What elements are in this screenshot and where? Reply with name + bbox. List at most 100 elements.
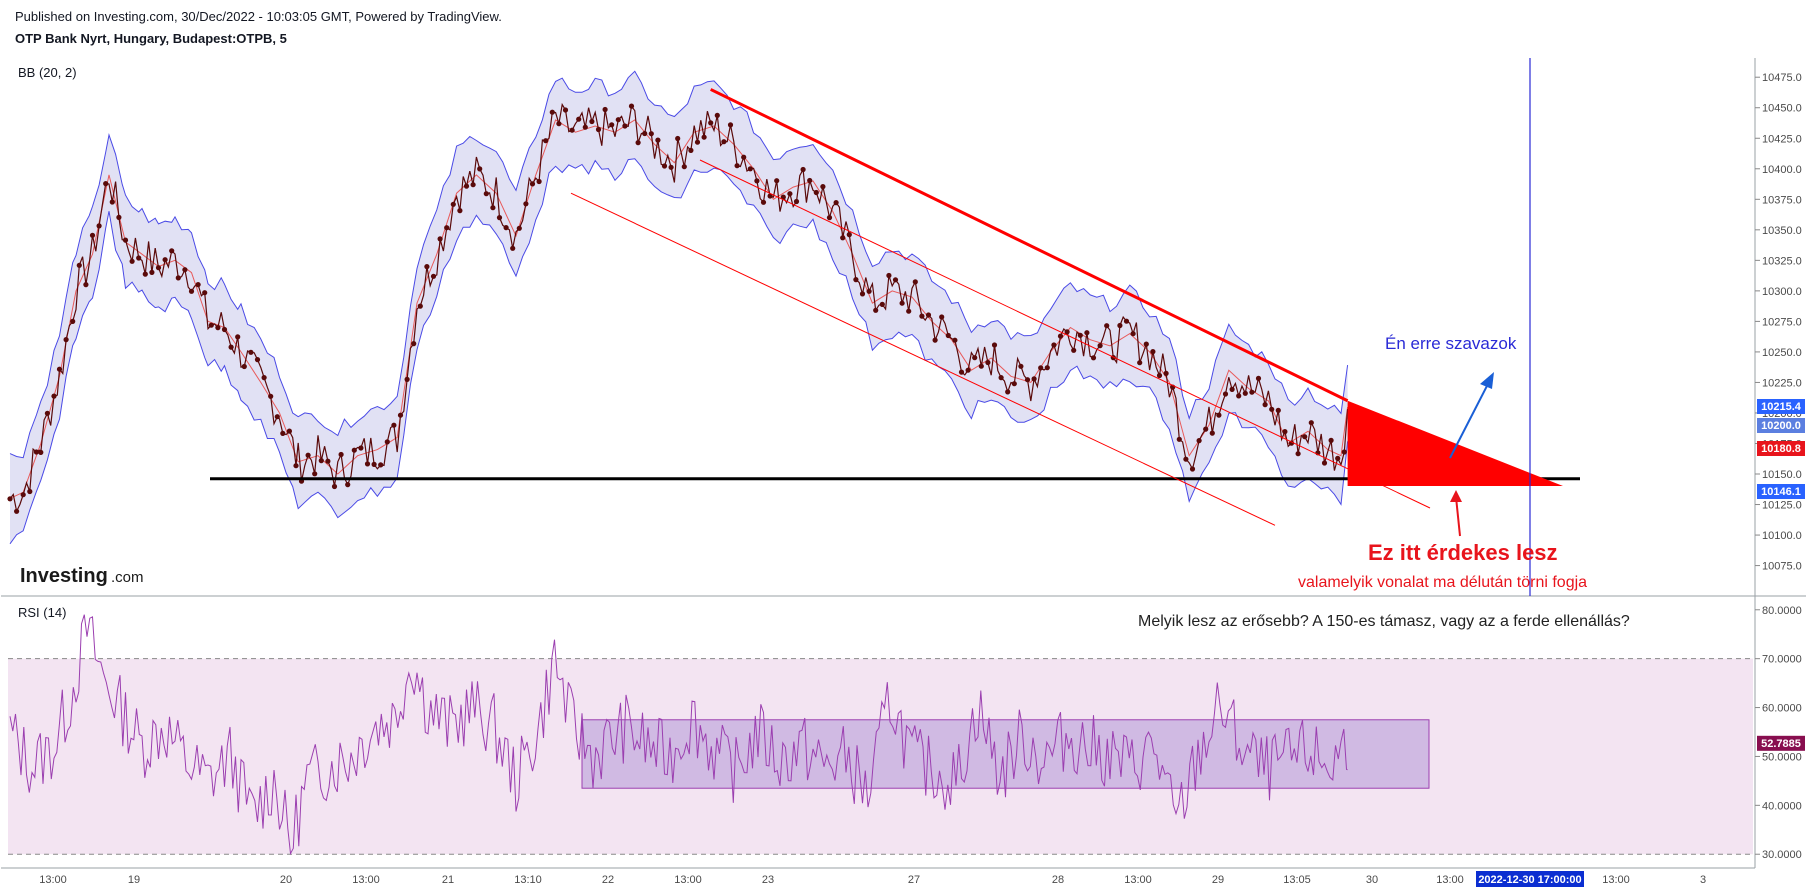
bb-indicator-label: BB (20, 2) <box>18 65 77 80</box>
price-badge-label: 10215.4 <box>1761 401 1802 413</box>
price-point <box>1044 365 1050 371</box>
price-point <box>89 232 96 238</box>
price-point <box>767 193 773 199</box>
price-point <box>945 332 951 339</box>
price-point <box>1209 430 1215 436</box>
price-point <box>694 139 701 145</box>
price-point <box>384 439 390 445</box>
logo-suffix-text: .com <box>111 569 144 586</box>
price-point <box>708 120 714 126</box>
price-point <box>1018 363 1024 369</box>
price-point <box>562 107 569 113</box>
price-point <box>56 366 63 372</box>
price-point <box>543 138 549 144</box>
price-point <box>215 325 221 331</box>
price-point <box>873 307 879 313</box>
price-point <box>33 449 40 455</box>
investing-logo: Investing .com <box>20 565 144 587</box>
price-point <box>20 492 26 498</box>
price-point <box>985 359 991 366</box>
rsi-indicator-label: RSI (14) <box>18 605 66 620</box>
rsi-line <box>9 614 1348 856</box>
price-point <box>1203 426 1209 432</box>
price-point <box>1005 389 1011 395</box>
price-point <box>391 422 397 428</box>
price-point <box>136 255 142 261</box>
axes: 10475.0 10450.0 10425.0 10400.0 10375.0 10350… <box>39 72 1805 887</box>
time-tick-label: 19 <box>128 874 140 886</box>
price-point <box>826 215 833 221</box>
price-point <box>1104 323 1110 329</box>
price-point <box>846 232 852 238</box>
rsi-badge-label: 52.7885 <box>1761 738 1801 750</box>
price-point <box>351 447 357 453</box>
wedge-triangle <box>1347 400 1563 486</box>
price-point <box>1117 322 1123 329</box>
time-tick-label: 13:05 <box>1283 874 1311 886</box>
price-point <box>1077 332 1083 338</box>
price-point <box>609 122 615 128</box>
price-point <box>1302 434 1308 440</box>
annotation-question: Melyik lesz az erősebb? A 150-es támasz,… <box>1138 613 1630 630</box>
price-point <box>754 178 760 184</box>
price-point <box>879 301 885 307</box>
published-note: Published on Investing.com, 30/Dec/2022 … <box>15 9 502 24</box>
price-point <box>602 106 608 113</box>
price-point <box>417 303 423 309</box>
price-point <box>129 258 135 264</box>
price-point <box>208 322 214 328</box>
price-point <box>675 135 681 142</box>
blue-arrow-head <box>1480 372 1494 389</box>
price-point <box>1150 349 1156 355</box>
blue-arrow-shaft <box>1449 379 1491 459</box>
rsi-tick-label: 40.0000 <box>1762 800 1802 812</box>
channel-mid-line <box>699 159 1431 509</box>
rsi-tick-label: 70.0000 <box>1762 654 1802 666</box>
time-tick-label: 30 <box>1366 874 1378 886</box>
price-point <box>833 200 839 206</box>
price-point <box>463 183 470 189</box>
time-tick-label: 29 <box>1212 874 1224 886</box>
price-point <box>364 461 371 467</box>
price-point <box>496 215 503 221</box>
price-point <box>1321 460 1328 466</box>
price-point <box>182 267 188 273</box>
price-badge-label: 10180.8 <box>1761 443 1801 455</box>
price-point <box>254 357 261 363</box>
drawings: Én erre szavazok Ez itt érdekes lesz valam… <box>210 58 1630 630</box>
resistance-trendline <box>710 88 1349 403</box>
price-point <box>516 225 522 231</box>
rsi-tick-label: 80.0000 <box>1762 605 1802 617</box>
rsi-tick-label: 60.0000 <box>1762 703 1802 715</box>
rsi-tick-label: 50.0000 <box>1762 751 1802 763</box>
price-point <box>444 225 450 231</box>
price-point <box>536 178 542 185</box>
bb-basis-line <box>9 119 1349 499</box>
channel-lower-line <box>570 192 1276 526</box>
price-point <box>787 191 793 197</box>
logo-main-text: Investing <box>20 565 108 587</box>
price-point <box>312 471 318 477</box>
price-badge-label: 10146.1 <box>1761 486 1801 498</box>
price-point <box>840 235 846 241</box>
price-point <box>318 458 324 464</box>
price-point <box>556 121 562 127</box>
price-point <box>1137 360 1143 366</box>
red-arrow-head <box>1450 490 1462 502</box>
price-point <box>1222 391 1229 397</box>
price-point <box>1084 330 1090 336</box>
price-point <box>1024 377 1031 383</box>
price-point <box>268 393 274 399</box>
price-point <box>998 375 1004 381</box>
price-point <box>338 451 344 458</box>
price-point <box>241 363 247 370</box>
price-point <box>149 269 155 275</box>
price-tick-label: 10425.0 <box>1762 133 1802 145</box>
price-tick-label: 10275.0 <box>1762 316 1802 328</box>
price-point <box>411 341 417 347</box>
price-point <box>450 201 456 207</box>
price-point <box>371 461 377 467</box>
price-point <box>169 248 175 254</box>
price-point <box>859 291 866 297</box>
